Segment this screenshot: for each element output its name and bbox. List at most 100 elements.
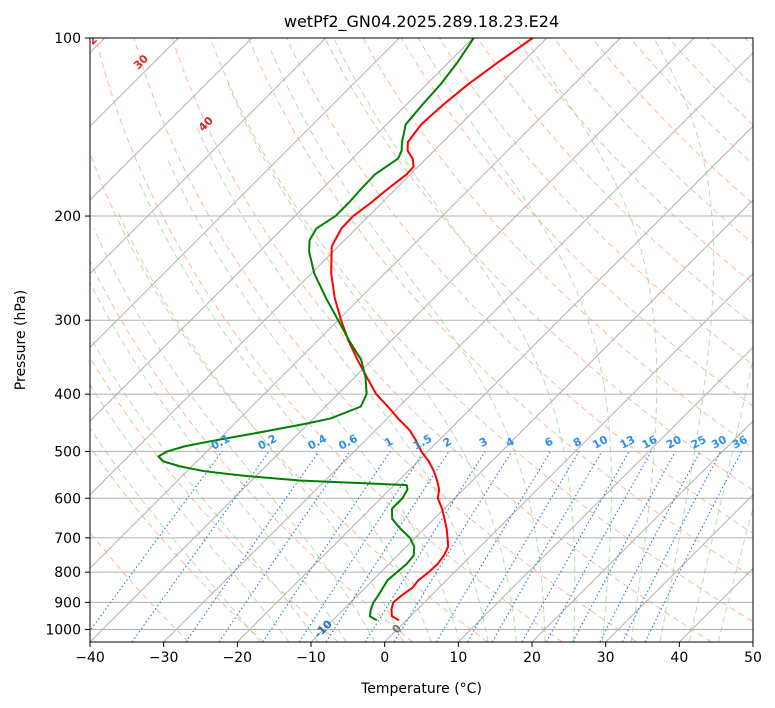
- x-tick-label: −20: [223, 650, 253, 666]
- mixing-ratio-line: [262, 451, 391, 642]
- x-tick-label: −40: [75, 650, 105, 666]
- mixing-ratio-label: 8: [571, 435, 584, 450]
- isotherm-gridline: [457, 346, 753, 642]
- moist-adiabat: [688, 357, 753, 642]
- mixing-ratio-label: 0.1: [209, 432, 232, 453]
- isotherm-gridline: [531, 420, 753, 642]
- dry-adiabat: [515, 38, 753, 285]
- mixing-ratio-line: [545, 451, 652, 642]
- moist-adiabat: [417, 38, 612, 642]
- moist-adiabat: [166, 158, 461, 642]
- y-tick-label: 600: [54, 491, 81, 507]
- mixing-ratio-label: 36: [730, 433, 750, 452]
- isotherm-gridline: [310, 199, 753, 642]
- mixing-ratio-line: [435, 451, 552, 642]
- y-tick-label: 200: [54, 209, 81, 225]
- x-tick-label: −10: [296, 650, 326, 666]
- dry-adiabat: [591, 38, 753, 205]
- mixing-ratio-label: 30: [709, 433, 729, 452]
- isotherm-gridline: [90, 38, 621, 570]
- moist-adiabat: [90, 335, 319, 642]
- mixing-ratio-line: [185, 451, 320, 642]
- moist-adiabat: [90, 427, 261, 642]
- dry-adiabat: [706, 38, 753, 87]
- y-tick-label: 100: [54, 31, 81, 47]
- mixing-ratio-label: 6: [543, 435, 556, 450]
- mixing-ratio-line: [218, 451, 351, 642]
- isotherm-gridline: [752, 641, 753, 642]
- y-tick-label: 400: [54, 387, 81, 403]
- y-tick-label: 900: [54, 595, 81, 611]
- x-tick-label: 20: [523, 650, 541, 666]
- moist-adiabat: [653, 38, 715, 642]
- isotherm-gridline: [236, 125, 753, 642]
- moist-adiabat: [717, 506, 753, 642]
- mixing-ratio-line: [521, 451, 630, 642]
- isotherm-gridline: [384, 272, 753, 642]
- moist-adiabat: [270, 50, 546, 642]
- plot-frame: [89, 37, 754, 643]
- x-tick-label: 10: [449, 650, 467, 666]
- mixing-ratio-label: 0.4: [306, 432, 330, 453]
- x-tick-label: 30: [597, 650, 615, 666]
- x-tick-label: −30: [149, 650, 179, 666]
- dry-adiabat: [248, 38, 753, 578]
- moist-adiabat: [227, 84, 517, 642]
- chart-title: wetPf2_GN04.2025.289.18.23.E24: [284, 12, 559, 32]
- mixing-ratio-line: [298, 451, 425, 642]
- x-tick-label: 50: [744, 650, 762, 666]
- dry-adiabat: [90, 356, 339, 642]
- dry-adiabat-label: 20: [85, 27, 105, 47]
- dry-adiabat: [171, 38, 712, 642]
- dry-adiabat: [90, 445, 264, 642]
- mixing-ratio-line: [621, 451, 722, 642]
- isotherm-gridline: [163, 51, 753, 642]
- y-axis-label: Pressure (hPa): [13, 290, 29, 390]
- y-tick-label: 300: [54, 313, 81, 329]
- dry-adiabat: [744, 38, 753, 48]
- moist-adiabat: [195, 124, 489, 642]
- isotherm-gridline: [90, 38, 474, 422]
- y-tick-label: 500: [54, 444, 81, 460]
- dry-adiabat: [324, 38, 753, 491]
- temperature-profile-line: [330, 38, 534, 622]
- moist-adiabat: [524, 38, 658, 642]
- dry-adiabat: [286, 38, 753, 534]
- x-tick-label: 0: [380, 650, 389, 666]
- mixing-ratio-label: 3: [477, 435, 490, 450]
- moist-adiabat: [116, 209, 404, 642]
- dry-adiabat: [477, 38, 753, 325]
- dry-adiabat: [95, 38, 563, 642]
- mixing-ratio-label: 13: [618, 433, 638, 452]
- y-tick-label: 1000: [45, 622, 81, 638]
- mixing-ratio-line: [572, 451, 677, 642]
- mixing-ratio-label: 20: [664, 433, 684, 452]
- mixing-ratio-line: [644, 451, 742, 642]
- moist-adiabat: [90, 281, 347, 642]
- moist-adiabat: [138, 181, 432, 642]
- isotherm-gridline: [90, 38, 695, 642]
- mixing-ratio-line: [325, 451, 450, 642]
- dry-adiabat: [90, 151, 488, 642]
- y-tick-label: 700: [54, 531, 81, 547]
- isotherm-gridline: [605, 493, 753, 642]
- y-tick-label: 800: [54, 565, 81, 581]
- mixing-ratio-line: [364, 451, 486, 642]
- mixing-ratio-line: [467, 451, 580, 642]
- mixing-ratio-label: 1.5: [411, 432, 434, 453]
- dry-adiabat: [668, 38, 753, 126]
- dry-adiabat: [209, 38, 753, 623]
- isotherm-gridline: [90, 38, 327, 275]
- x-axis-label: Temperature (°C): [360, 681, 482, 697]
- dewpoint-profile-line: [157, 38, 475, 622]
- mixing-ratio-label: 25: [689, 433, 709, 452]
- isotherm-gridline: [90, 38, 253, 201]
- mixing-ratio-line: [131, 451, 270, 642]
- mixing-ratio-label: 1: [382, 435, 395, 450]
- isotherm-gridline: [678, 567, 753, 642]
- mixing-ratio-line: [599, 451, 701, 642]
- dry-adiabat: [90, 260, 414, 642]
- moist-adiabat: [93, 228, 376, 642]
- x-tick-label: 40: [670, 650, 688, 666]
